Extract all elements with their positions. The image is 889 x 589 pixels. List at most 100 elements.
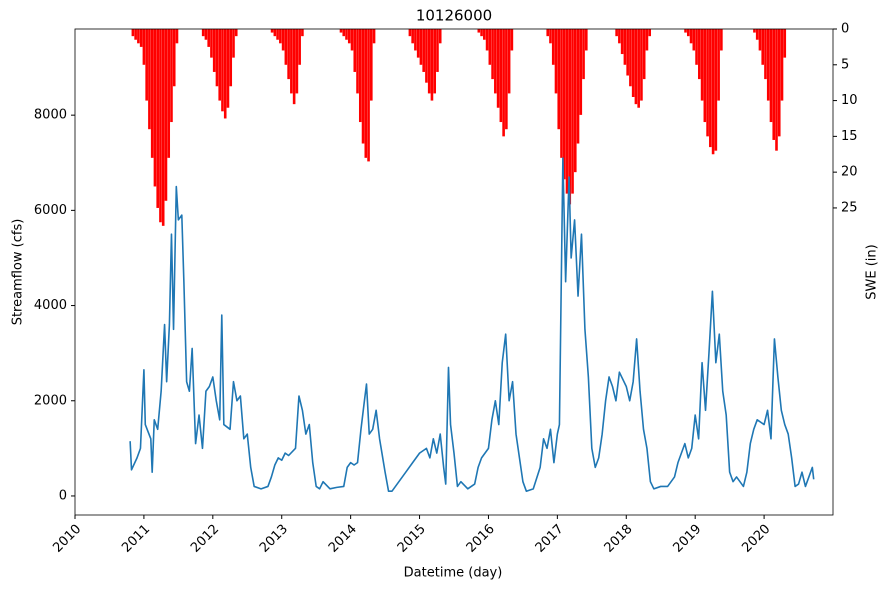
swe-bar bbox=[170, 29, 173, 123]
swe-bar bbox=[339, 29, 343, 33]
swe-bar bbox=[637, 29, 640, 108]
swe-bar bbox=[419, 29, 423, 65]
swe-bar bbox=[554, 29, 558, 94]
swe-bar bbox=[780, 29, 784, 101]
swe-bar bbox=[634, 29, 638, 105]
swe-bar bbox=[408, 29, 412, 37]
swe-bar bbox=[477, 29, 481, 33]
swe-bar bbox=[684, 29, 687, 33]
swe-bar bbox=[626, 29, 629, 76]
swe-bar bbox=[485, 29, 489, 51]
swe-bar bbox=[229, 29, 233, 87]
swe-bar bbox=[769, 29, 773, 123]
swe-bar bbox=[364, 29, 368, 158]
swe-bar bbox=[287, 29, 290, 80]
swe-bar bbox=[546, 29, 550, 37]
swe-bar bbox=[161, 29, 165, 226]
swe-bar bbox=[562, 29, 566, 180]
swe-bar bbox=[292, 29, 296, 105]
swe-bar bbox=[370, 29, 373, 101]
swe-bar bbox=[560, 29, 563, 158]
swe-bar bbox=[775, 29, 778, 151]
swe-bar bbox=[700, 29, 704, 101]
swe-bar bbox=[510, 29, 514, 51]
y-axis-label: Streamflow (cfs) bbox=[11, 219, 26, 326]
swe-bar bbox=[150, 29, 154, 158]
swe-bar bbox=[706, 29, 709, 137]
swe-bar bbox=[689, 29, 693, 44]
swe-bar bbox=[279, 29, 282, 44]
x-tick-label: 2020 bbox=[739, 522, 773, 556]
swe-bar bbox=[350, 29, 354, 51]
swe-bar bbox=[488, 29, 492, 65]
swe-bar bbox=[579, 29, 583, 115]
swe-bar bbox=[212, 29, 216, 72]
x-tick-label: 2014 bbox=[326, 522, 360, 556]
swe-bar bbox=[642, 29, 646, 80]
swe-bar bbox=[502, 29, 505, 137]
swe-bar bbox=[480, 29, 483, 37]
swe-bar bbox=[131, 29, 135, 37]
swe-bar bbox=[714, 29, 718, 151]
swe-bar bbox=[436, 29, 439, 72]
swe-bar bbox=[571, 29, 574, 194]
swe-bar bbox=[507, 29, 511, 94]
swe-bar bbox=[223, 29, 227, 119]
swe-bar bbox=[218, 29, 222, 101]
swe-bar bbox=[270, 29, 274, 33]
swe-bar bbox=[496, 29, 500, 108]
swe-bar bbox=[204, 29, 208, 40]
y2-tick-label: 15 bbox=[841, 129, 858, 144]
x-tick-label: 2015 bbox=[395, 522, 429, 556]
swe-bar bbox=[491, 29, 494, 80]
swe-bar bbox=[167, 29, 171, 158]
swe-bar bbox=[353, 29, 357, 72]
swe-bar bbox=[148, 29, 151, 130]
x-tick-label: 2012 bbox=[188, 522, 222, 556]
swe-bar bbox=[273, 29, 277, 37]
swe-bar bbox=[142, 29, 146, 65]
swe-bar bbox=[234, 29, 238, 37]
swe-bar bbox=[367, 29, 370, 162]
swe-bar bbox=[425, 29, 428, 83]
swe-bar bbox=[134, 29, 137, 40]
swe-bar bbox=[692, 29, 696, 51]
swe-bar bbox=[438, 29, 442, 44]
swe-bar bbox=[753, 29, 756, 33]
swe-bar bbox=[298, 29, 301, 65]
swe-bar bbox=[201, 29, 205, 37]
swe-bar bbox=[711, 29, 715, 155]
swe-bar bbox=[139, 29, 143, 47]
swe-bar bbox=[640, 29, 643, 101]
x-tick-label: 2019 bbox=[670, 522, 704, 556]
swe-bar bbox=[295, 29, 299, 94]
swe-bar bbox=[210, 29, 213, 58]
swe-bar bbox=[709, 29, 712, 148]
swe-bar bbox=[347, 29, 351, 44]
swe-bar bbox=[422, 29, 425, 72]
swe-bar bbox=[414, 29, 417, 51]
swe-bar bbox=[145, 29, 148, 101]
swe-bar bbox=[159, 29, 162, 223]
swe-bar bbox=[427, 29, 431, 94]
swe-bar bbox=[226, 29, 230, 108]
x-axis-label: Datetime (day) bbox=[404, 566, 503, 581]
y2-tick-label: 5 bbox=[841, 57, 849, 72]
swe-bar bbox=[549, 29, 552, 44]
swe-bar bbox=[717, 29, 720, 101]
swe-bar bbox=[551, 29, 555, 65]
swe-bar bbox=[494, 29, 497, 94]
y-tick-label: 0 bbox=[59, 488, 67, 503]
swe-bar bbox=[557, 29, 561, 130]
swe-bar bbox=[416, 29, 420, 58]
swe-bar bbox=[276, 29, 279, 40]
swe-bar bbox=[433, 29, 437, 94]
swe-bar bbox=[175, 29, 179, 44]
y-tick-label: 8000 bbox=[34, 108, 67, 123]
swe-bar bbox=[720, 29, 723, 51]
swe-bar bbox=[631, 29, 635, 97]
swe-bar bbox=[698, 29, 701, 80]
chart-title: 10126000 bbox=[416, 7, 492, 25]
swe-bar bbox=[356, 29, 359, 94]
swe-bar bbox=[361, 29, 365, 144]
